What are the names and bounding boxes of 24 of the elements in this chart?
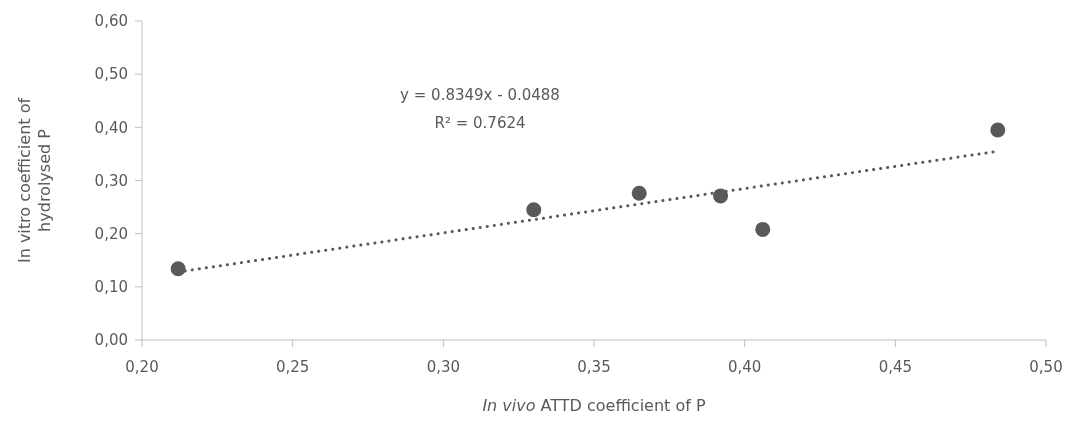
point (170, 261, 186, 277)
x-tick-label: 0,40 (727, 358, 762, 376)
y-tick-label: 0,10 (94, 278, 128, 297)
x-tick-label: 0,30 (426, 358, 461, 376)
x-tick-label: 0,50 (1029, 358, 1063, 376)
x-tick-label: 0,25 (275, 358, 310, 376)
y-tick-label: 0,40 (94, 118, 128, 137)
annotation: R² = 0.7624 (434, 114, 526, 132)
x-axis-title: In vivo ATTD coefficient of P (482, 396, 706, 415)
y-tick-label: 0,30 (94, 171, 128, 190)
point (713, 188, 729, 204)
y-axis-title: In vitro coefficient of hydrolysed P (14, 97, 54, 264)
x-tick-label: 0,20 (125, 358, 159, 376)
point (631, 185, 647, 201)
annotation: y = 0.8349x - 0.0488 (400, 86, 560, 104)
x-tick-label: 0,45 (878, 358, 913, 376)
point (755, 221, 771, 237)
y-tick-label: 0,50 (94, 65, 128, 84)
point (526, 202, 542, 218)
y-tick-label: 0,20 (94, 224, 128, 243)
y-tick-label: 0,00 (94, 331, 128, 350)
point (990, 122, 1006, 138)
x-tick-label: 0,35 (577, 358, 611, 376)
y-tick-label: 0,60 (94, 12, 128, 31)
